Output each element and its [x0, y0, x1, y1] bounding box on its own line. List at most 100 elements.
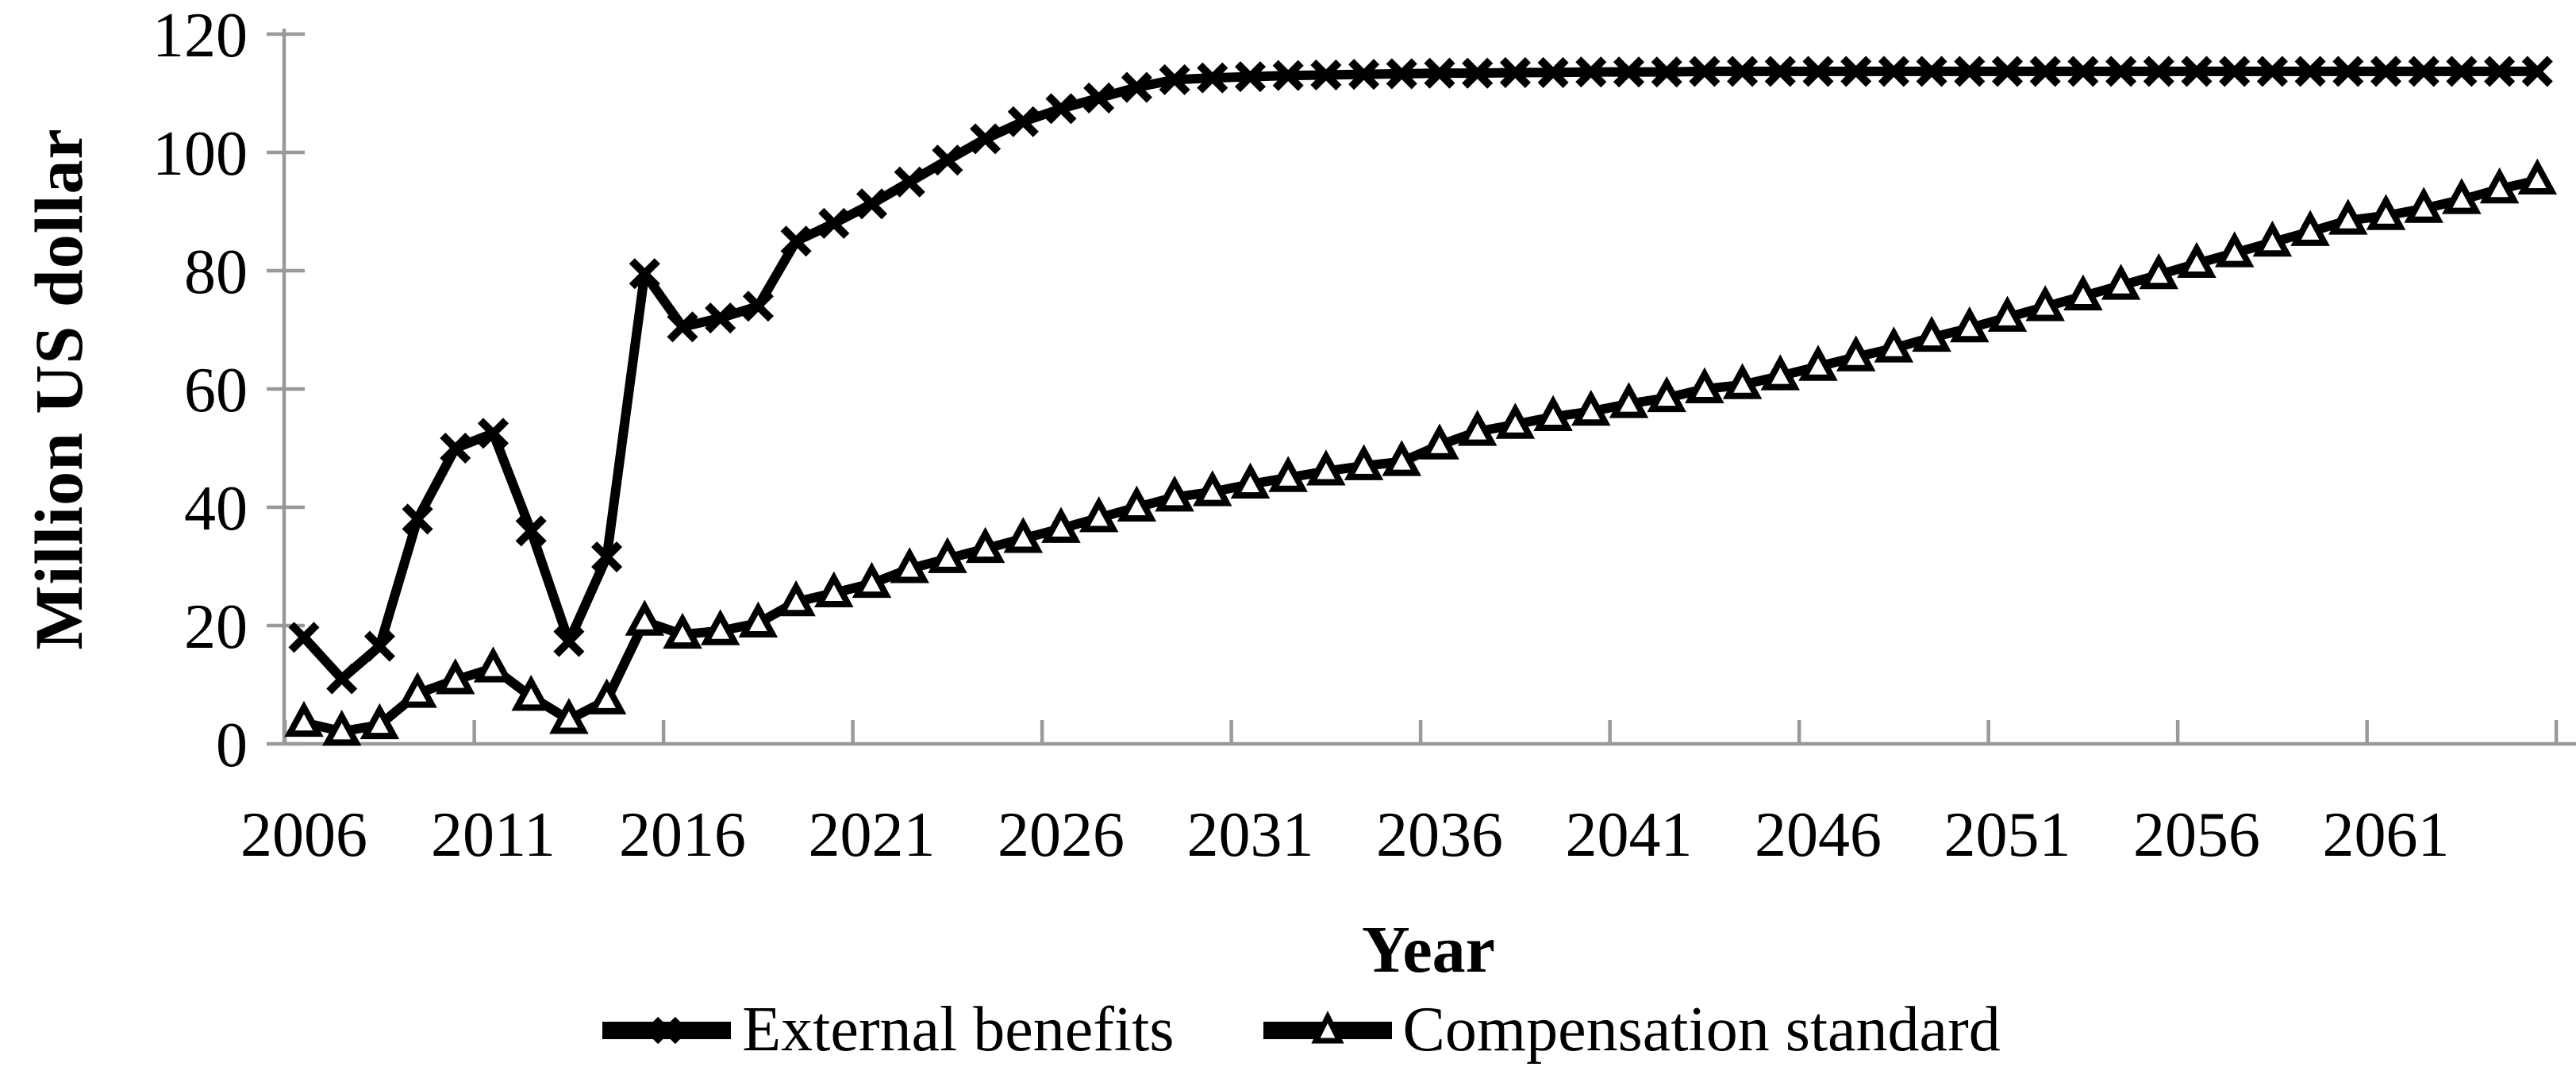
- x-marker: [1310, 59, 1342, 90]
- triangle-marker: [2290, 210, 2330, 246]
- x-marker: [553, 626, 585, 657]
- x-tick-label: 2016: [619, 800, 746, 870]
- triangle-marker: [2479, 167, 2520, 204]
- triangle-marker: [398, 672, 437, 708]
- triangle-marker: [1722, 363, 1763, 399]
- triangle-marker: [1117, 485, 1157, 522]
- x-marker: [1234, 61, 1267, 93]
- x-marker: [1537, 56, 1569, 88]
- triangle-marker: [549, 698, 589, 734]
- legend-item-compensation-standard: Compensation standard: [1263, 994, 2001, 1066]
- x-tick-label: 2056: [2133, 800, 2260, 870]
- x-marker: [2294, 56, 2326, 87]
- x-marker: [1159, 64, 1190, 95]
- x-marker: [1197, 62, 1228, 94]
- triangle-marker: [321, 710, 362, 746]
- triangle-marker: [1344, 444, 1384, 480]
- y-tick-label: 100: [152, 119, 248, 189]
- x-marker: [705, 302, 736, 334]
- y-ticks-and-labels: 0 20 40 60 80 100 120: [152, 1, 305, 780]
- x-marker: [1954, 56, 1986, 87]
- triangle-marker: [1003, 517, 1044, 553]
- triangle-marker: [511, 675, 551, 711]
- x-tick-label: 2031: [1187, 800, 1314, 870]
- triangle-marker: [2442, 178, 2482, 214]
- x-marker: [1045, 93, 1077, 125]
- x-marker: [2521, 56, 2553, 87]
- triangle-marker: [2139, 252, 2179, 290]
- x-marker: [932, 144, 963, 176]
- x-marker: [1575, 56, 1607, 88]
- triangle-marker: [625, 599, 665, 636]
- x-marker: [1689, 56, 1721, 87]
- x-marker: [515, 515, 547, 547]
- legend-label-compensation-standard: Compensation standard: [1402, 995, 2001, 1065]
- series-compensation-standard: [284, 158, 2558, 746]
- triangle-marker: [2063, 274, 2103, 311]
- x-tick-label: 2026: [998, 800, 1125, 870]
- triangle-marker: [1268, 456, 1308, 492]
- x-marker: [1007, 106, 1039, 137]
- triangle-marker: [2252, 220, 2293, 257]
- x-marker: [2484, 56, 2516, 87]
- triangle-marker-line-icon: [1263, 1010, 1392, 1043]
- x-marker: [1878, 56, 1909, 87]
- triangle-marker: [852, 561, 892, 599]
- x-marker: [1083, 82, 1115, 114]
- triangle-marker: [2517, 158, 2558, 195]
- triangle-marker: [1950, 306, 1990, 343]
- x-marker: [1462, 57, 1494, 89]
- triangle-marker: [814, 571, 854, 608]
- triangle-marker: [738, 601, 779, 638]
- triangle-marker: [1193, 470, 1232, 506]
- x-marker: [591, 541, 623, 573]
- triangle-marker: [1155, 475, 1194, 512]
- triangle-marker: [1382, 440, 1422, 476]
- x-marker: [440, 432, 471, 464]
- triangle-marker: [663, 612, 702, 649]
- x-tick-label: 2011: [431, 800, 556, 870]
- triangle-marker: [965, 526, 1005, 564]
- x-marker: [1348, 59, 1380, 90]
- triangle-marker: [2328, 198, 2368, 235]
- x-marker: [1386, 58, 1417, 90]
- triangle-marker: [1647, 375, 1686, 413]
- y-tick-label: 20: [184, 592, 248, 662]
- triangle-marker: [2366, 194, 2406, 230]
- x-marker: [2105, 56, 2137, 87]
- x-tick-label: 2006: [240, 800, 367, 870]
- triangle-marker: [1685, 367, 1724, 403]
- x-marker: [363, 630, 395, 662]
- y-tick-label: 0: [216, 711, 248, 780]
- triangle-marker: [1495, 402, 1536, 439]
- x-marker: [1802, 56, 1834, 87]
- triangle-marker: [2214, 231, 2255, 268]
- x-marker: [2332, 56, 2364, 87]
- x-marker: [1424, 57, 1455, 89]
- x-marker: [2181, 56, 2213, 87]
- triangle-marker: [359, 703, 400, 740]
- triangle-marker: [1041, 506, 1081, 543]
- triangle-marker: [2101, 264, 2141, 300]
- x-axis-title: Year: [1362, 913, 1495, 987]
- y-tick-label: 120: [152, 1, 248, 71]
- triangle-marker: [1306, 449, 1346, 486]
- triangle-marker: [586, 678, 627, 714]
- triangle-marker: [2177, 241, 2217, 279]
- x-marker: [2029, 56, 2061, 87]
- x-marker: [1916, 56, 1947, 87]
- x-marker: [1613, 56, 1645, 88]
- triangle-marker: [1609, 382, 1649, 418]
- triangle-marker: [2025, 285, 2065, 322]
- x-marker: [667, 311, 698, 343]
- x-marker: [855, 188, 888, 220]
- x-marker: [326, 663, 358, 695]
- triangle-marker: [700, 609, 740, 645]
- x-marker: [818, 207, 850, 239]
- triangle-marker: [1420, 423, 1459, 460]
- y-tick-label: 80: [184, 237, 248, 307]
- triangle-marker: [473, 646, 513, 683]
- triangle-marker: [1836, 335, 1876, 372]
- y-axis-title: Million US dollar: [21, 128, 97, 650]
